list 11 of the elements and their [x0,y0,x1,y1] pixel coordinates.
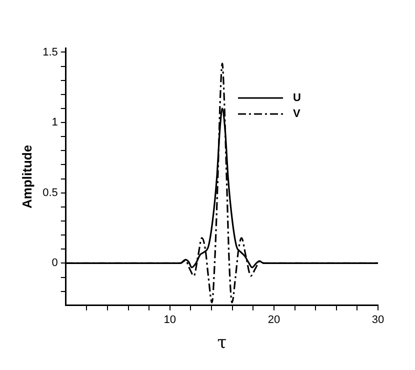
x-tick-label: 30 [372,314,384,326]
y-tick-label: 1 [52,116,58,129]
legend-label: U [293,92,301,104]
x-tick-label: 10 [164,314,176,326]
x-axis-title: τ [217,333,227,354]
legend-label: V [293,108,301,120]
y-tick-label: 0.5 [42,186,58,199]
x-tick-label: 20 [268,314,280,326]
y-tick-label: 0 [52,257,58,270]
y-axis-title: Amplitude [19,144,34,208]
y-tick-label: 1.5 [42,46,58,58]
